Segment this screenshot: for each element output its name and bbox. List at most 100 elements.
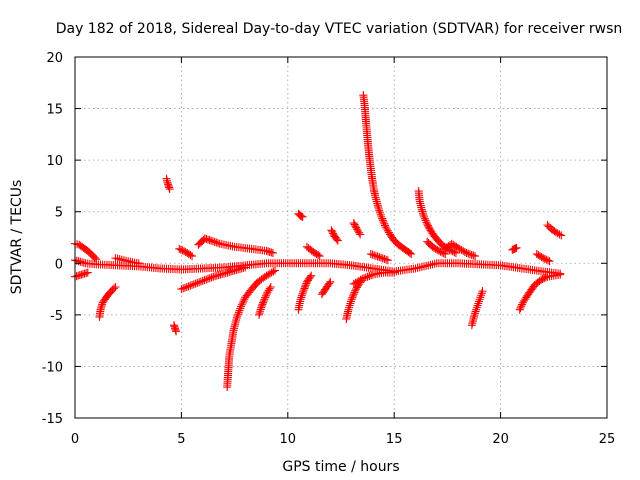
x-tick-label: 15 xyxy=(386,432,403,447)
data-point xyxy=(165,185,174,194)
data-point xyxy=(363,272,372,281)
data-point xyxy=(261,293,270,302)
data-point xyxy=(380,219,389,228)
chart-title: Day 182 of 2018, Sidereal Day-to-day VTE… xyxy=(56,21,623,37)
data-point xyxy=(345,303,354,312)
data-point xyxy=(301,282,310,291)
data-point xyxy=(235,306,244,315)
data-point xyxy=(383,256,392,265)
data-point xyxy=(353,277,362,286)
data-point xyxy=(212,238,221,247)
y-tick-label: -15 xyxy=(42,412,63,427)
data-point xyxy=(377,253,386,262)
data-point xyxy=(517,302,526,311)
data-point xyxy=(333,236,342,245)
data-point xyxy=(207,236,216,245)
data-point xyxy=(471,252,480,261)
data-point xyxy=(271,266,280,275)
y-tick-label: 5 xyxy=(55,206,63,221)
data-point xyxy=(478,287,487,296)
data-point xyxy=(352,223,361,232)
data-point xyxy=(299,286,308,295)
data-point xyxy=(349,290,358,299)
data-point xyxy=(379,218,388,227)
data-point xyxy=(377,212,386,221)
data-point xyxy=(457,245,466,254)
data-point xyxy=(368,250,377,259)
data-point xyxy=(186,251,195,260)
data-point xyxy=(202,275,211,284)
data-point xyxy=(236,304,245,313)
data-point xyxy=(454,243,463,252)
data-point xyxy=(370,251,379,260)
data-point xyxy=(462,248,471,257)
data-point xyxy=(467,250,476,259)
data-point xyxy=(257,301,266,310)
y-axis-label: SDTVAR / TECUs xyxy=(9,180,25,295)
data-point xyxy=(177,285,186,294)
data-point xyxy=(299,287,308,296)
data-point xyxy=(421,216,430,225)
data-point xyxy=(184,282,193,291)
grid-lines xyxy=(75,57,607,418)
data-point xyxy=(241,263,250,272)
data-point xyxy=(371,251,380,260)
x-tick-label: 10 xyxy=(280,432,297,447)
x-tick-label: 20 xyxy=(492,432,509,447)
data-point xyxy=(266,283,275,292)
data-point xyxy=(346,299,355,308)
data-point xyxy=(452,242,461,251)
data-point xyxy=(269,267,278,276)
data-point xyxy=(188,252,197,261)
data-point xyxy=(422,218,431,227)
data-point xyxy=(366,250,375,259)
data-point xyxy=(460,247,469,256)
y-tick-label: 15 xyxy=(46,103,63,118)
data-point xyxy=(298,289,307,298)
data-point xyxy=(257,303,266,312)
data-point xyxy=(296,295,305,304)
data-point xyxy=(332,235,341,244)
data-point xyxy=(264,270,273,279)
data-point xyxy=(186,281,195,290)
data-point xyxy=(297,291,306,300)
data-point xyxy=(200,276,209,285)
data-point xyxy=(258,300,267,309)
data-point xyxy=(207,273,216,282)
data-point xyxy=(382,255,391,264)
y-tick-label: 10 xyxy=(46,154,63,169)
y-tick-label: 0 xyxy=(55,257,63,272)
data-point xyxy=(315,252,324,261)
data-point xyxy=(205,274,214,283)
data-point xyxy=(556,270,565,279)
data-point xyxy=(380,221,389,230)
data-point xyxy=(195,278,204,287)
data-point xyxy=(233,312,242,321)
data-point xyxy=(191,279,200,288)
data-point xyxy=(361,273,370,282)
data-point xyxy=(326,277,335,286)
data-point xyxy=(420,214,429,223)
data-point xyxy=(110,284,119,293)
data-point xyxy=(543,256,552,265)
y-tick-label: -10 xyxy=(42,360,63,375)
data-point xyxy=(300,284,309,293)
data-point xyxy=(375,253,384,262)
data-point xyxy=(390,268,399,277)
data-point xyxy=(551,228,560,237)
data-point xyxy=(90,253,99,262)
data-point xyxy=(232,313,241,322)
data-point xyxy=(351,286,360,295)
data-point xyxy=(376,210,385,219)
data-point xyxy=(474,299,483,308)
data-point xyxy=(234,308,243,317)
data-point xyxy=(512,243,521,252)
data-point xyxy=(111,283,120,292)
data-point xyxy=(349,291,358,300)
data-point xyxy=(307,271,316,280)
data-point xyxy=(267,268,276,277)
data-point xyxy=(237,300,246,309)
data-point xyxy=(473,301,482,310)
data-point xyxy=(376,208,385,217)
data-point xyxy=(464,249,473,258)
